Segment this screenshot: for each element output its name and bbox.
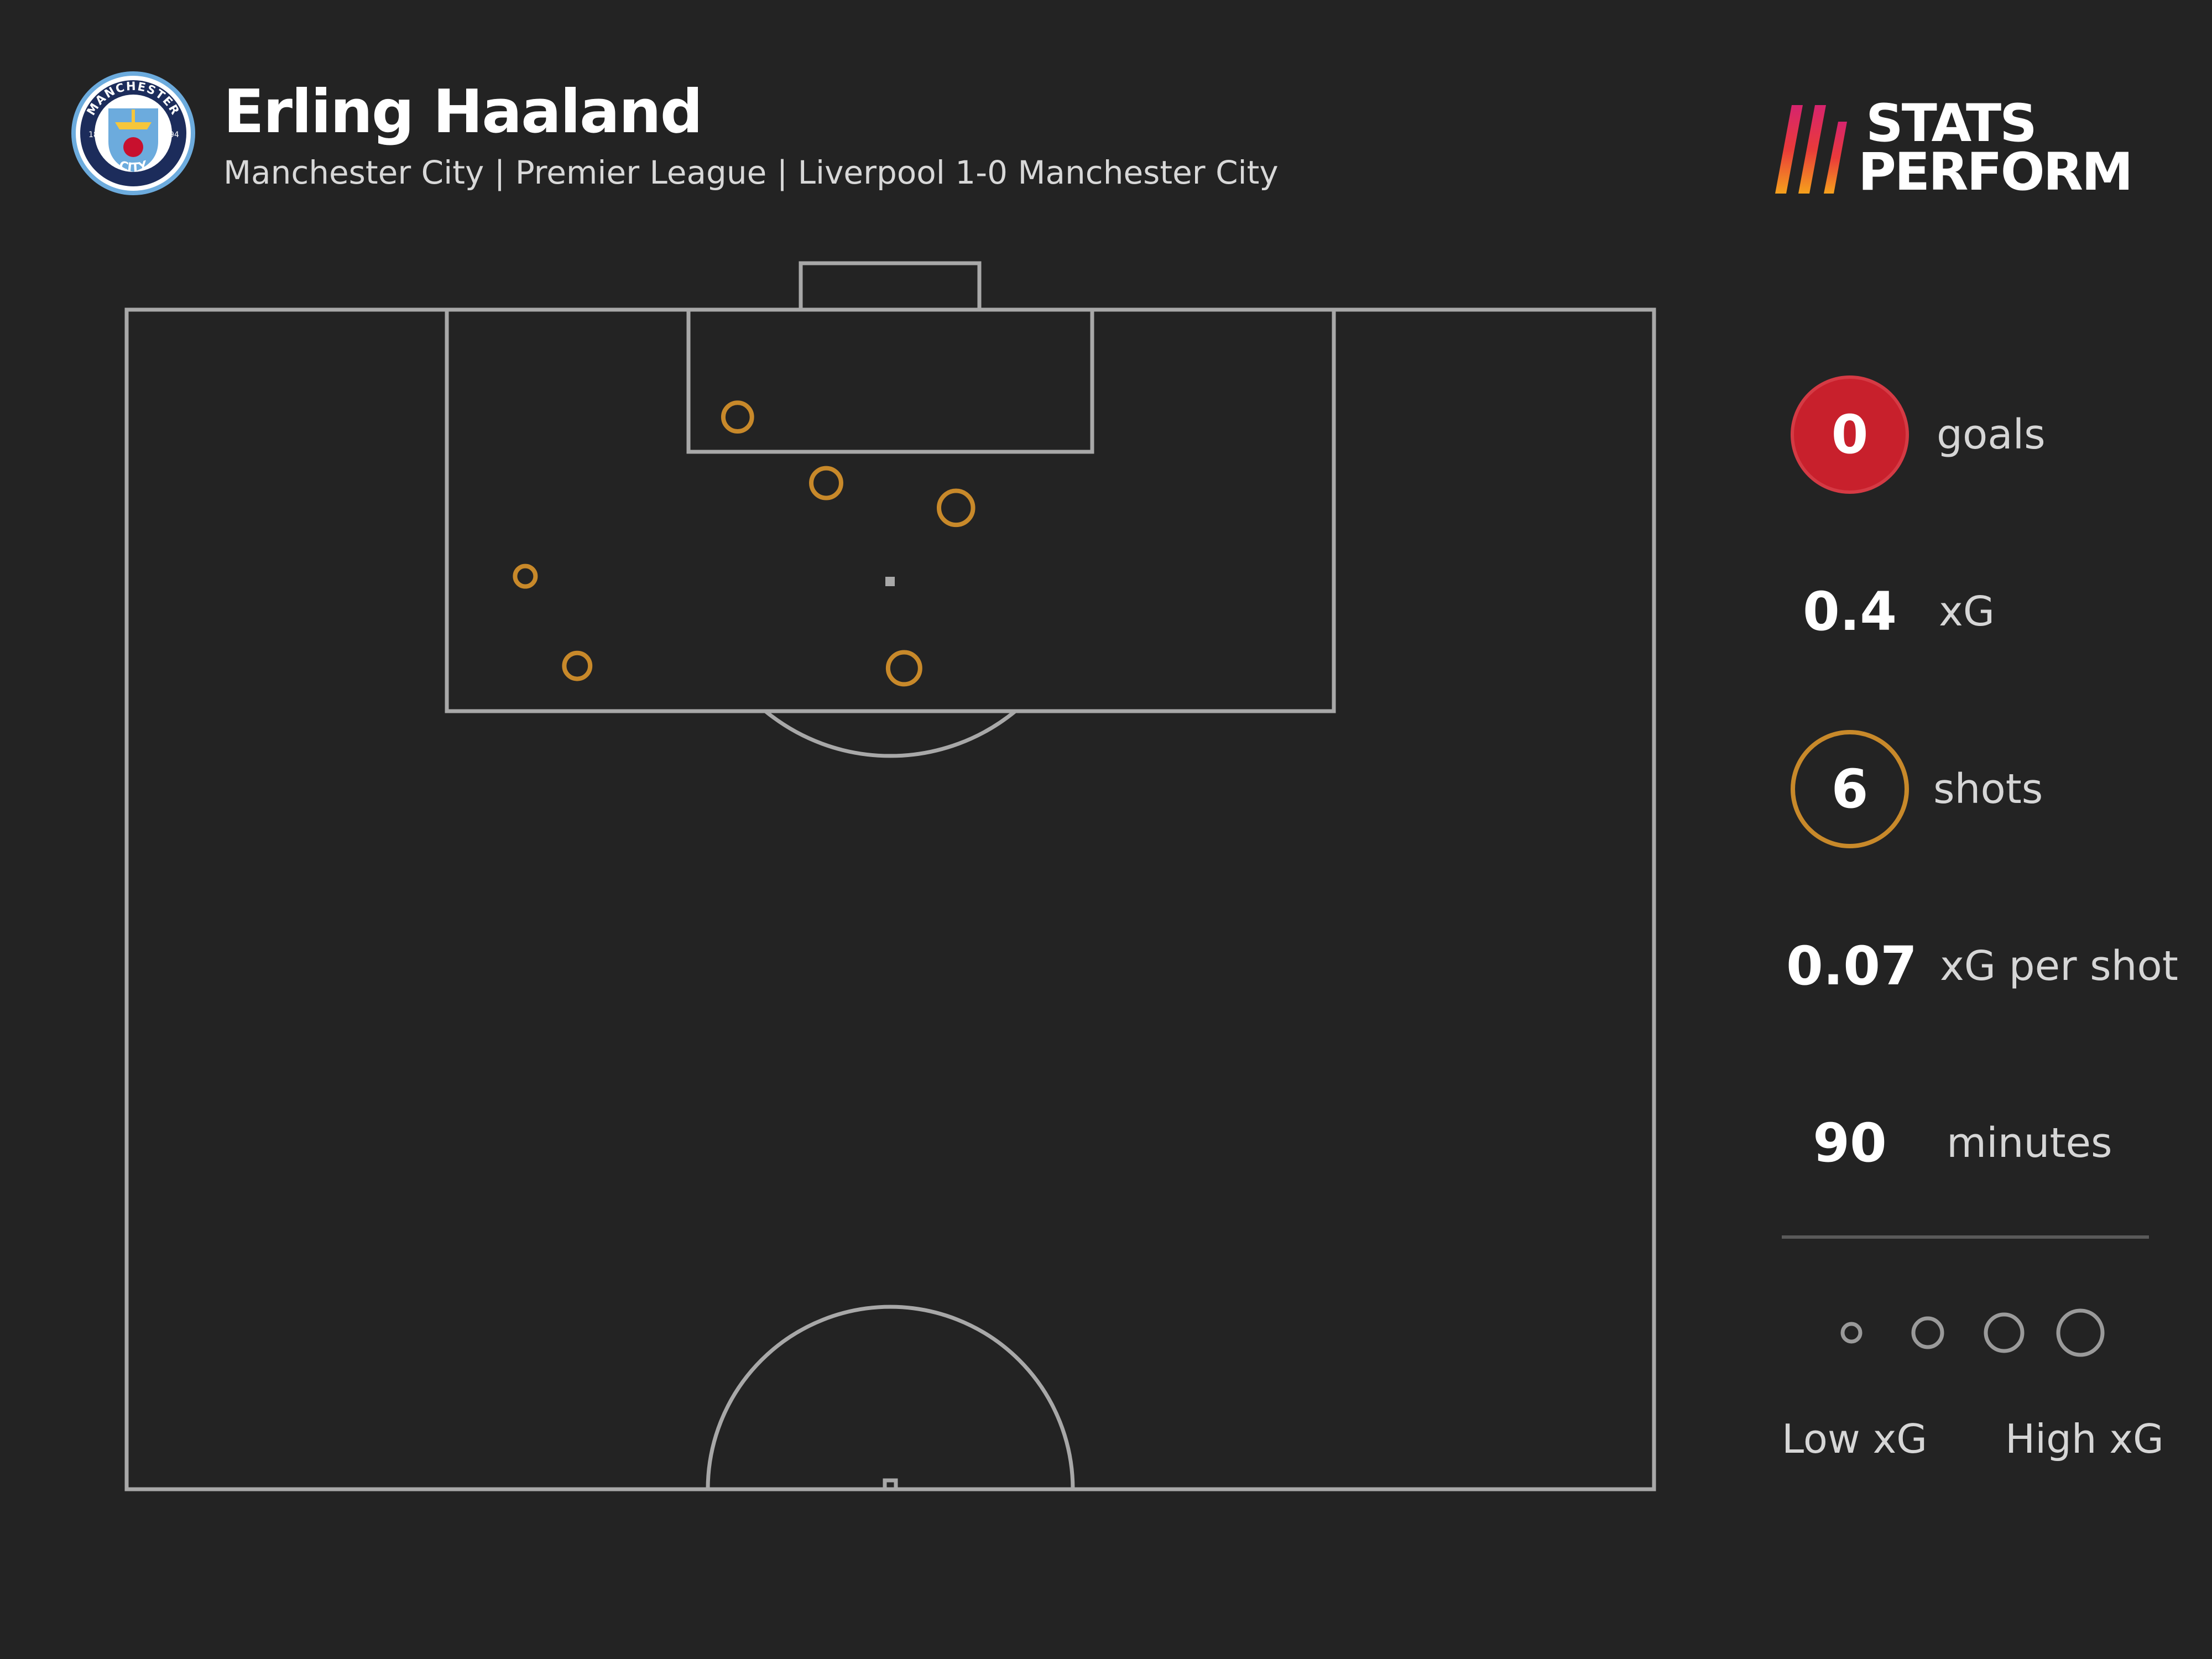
crest-bottom-text: CITY xyxy=(117,159,150,175)
goal xyxy=(799,261,982,312)
minutes-label: minutes xyxy=(1947,1119,2112,1167)
brand-line-2: PERFORM xyxy=(1858,142,2133,202)
shots-value: 6 xyxy=(1831,758,1869,820)
crest-mast xyxy=(132,109,135,123)
xg-value: 0.4 xyxy=(1802,581,1897,643)
pitch-lines xyxy=(124,261,1656,1491)
shot-marker-6 xyxy=(885,650,922,687)
six-yard-box xyxy=(686,307,1094,454)
centre-spot xyxy=(883,1478,898,1491)
goals-value: 0 xyxy=(1831,404,1869,466)
stat-minutes: 90 minutes xyxy=(1786,1079,2173,1207)
shots-badge xyxy=(1791,730,1909,848)
minutes-value: 90 xyxy=(1813,1112,1887,1174)
shot-marker-3 xyxy=(936,488,975,528)
crest-year-right: 94 xyxy=(169,131,179,139)
stats-divider xyxy=(1782,1235,2149,1239)
xg-size-legend xyxy=(1840,1308,2105,1357)
xg-per-shot-value: 0.07 xyxy=(1786,935,1917,997)
stat-xg-per-shot: 0.07 xG per shot xyxy=(1786,902,2178,1030)
player-name: Erling Haaland xyxy=(223,77,703,147)
stats-perform-logo: STATS PERFORM xyxy=(1770,93,2135,202)
crest-ship-icon xyxy=(115,122,152,129)
penalty-arc xyxy=(764,709,1017,758)
legend-circle-3 xyxy=(1984,1312,2025,1353)
brand-text: STATS PERFORM xyxy=(1858,93,2133,202)
stat-shots: 6 shots xyxy=(1786,726,2173,853)
legend-low-label: Low xG xyxy=(1782,1416,1928,1462)
xg-label: xG xyxy=(1939,588,1995,635)
crest-year-left: 18 xyxy=(88,131,98,139)
stat-goals: 0 goals xyxy=(1786,371,2173,498)
xg-per-shot-label: xG per shot xyxy=(1940,942,2178,990)
penalty-area xyxy=(445,307,1336,713)
crest-rose-icon xyxy=(123,137,143,157)
legend-circle-2 xyxy=(1911,1316,1944,1349)
centre-circle xyxy=(706,1305,1075,1490)
club-crest: MANCHESTER CITY 18 94 xyxy=(71,71,195,195)
brand-slashes-icon xyxy=(1775,105,1847,194)
goals-badge xyxy=(1791,375,1909,494)
shots-label: shots xyxy=(1933,765,2043,813)
legend-high-label: High xG xyxy=(2005,1416,2164,1462)
brand-line-1: STATS xyxy=(1866,93,2037,154)
pitch-outline xyxy=(124,307,1656,1491)
shot-marker-5 xyxy=(562,650,593,681)
match-subtitle: Manchester City | Premier League | Liver… xyxy=(223,154,1279,191)
shot-marker-2 xyxy=(809,466,843,500)
legend-circle-1 xyxy=(1840,1322,1863,1344)
shots-layer xyxy=(513,400,975,687)
legend-circle-4 xyxy=(2056,1308,2105,1357)
shot-marker-4 xyxy=(513,564,538,589)
shot-marker-1 xyxy=(721,400,754,434)
penalty-spot xyxy=(885,577,895,586)
stat-xg: 0.4 xG xyxy=(1786,548,2173,675)
goals-label: goals xyxy=(1937,411,2046,458)
legend-layer xyxy=(1840,1308,2105,1357)
